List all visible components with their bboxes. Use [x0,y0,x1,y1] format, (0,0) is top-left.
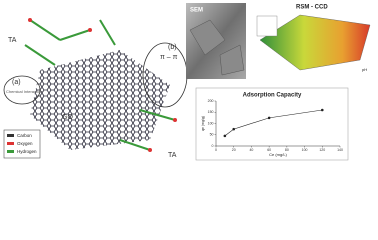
graphical-abstract: TA (a) Chemical Interaction (b) π – π GO… [3,3,371,161]
y-tick-label: 200 [208,99,214,103]
chart-panel [195,87,349,161]
y-axis-label: qe (mg/g) [201,116,205,131]
sem-texture [189,19,245,76]
x-tick-label: 100 [302,148,308,152]
label-b: (b) [168,44,177,51]
molecule-illustration [3,18,188,152]
rsm-label: RSM - CCD [296,5,328,11]
legend-swatch [7,134,14,137]
y-tick-label: 150 [208,110,214,114]
sem-label: SEM [190,8,203,14]
x-tick-label: 60 [267,148,271,152]
label-pi: π – π [160,54,178,61]
x-tick-label: 40 [249,148,253,152]
x-axis-label: Ce (mg/L) [269,152,287,157]
ph-label: pH [362,67,367,72]
legend-swatch [7,150,14,153]
y-tick-label: 50 [210,133,214,137]
x-tick-label: 80 [285,148,289,152]
data-point [232,127,236,131]
data-point [267,116,271,120]
legend-label: Hydrogen [17,149,37,154]
legend-label: Oxygen [17,141,33,146]
rsm-inset [256,15,278,37]
y-tick-label: 0 [212,144,214,148]
x-tick-label: 0 [215,148,217,152]
legend-swatch [7,142,14,145]
x-tick-label: 120 [319,148,325,152]
label-ta: TA [168,152,177,159]
label-chemical: Chemical Interaction [6,89,42,94]
x-tick-label: 20 [232,148,236,152]
label-ta: TA [8,37,17,44]
y-tick-label: 100 [208,121,214,125]
label-go: GO [62,114,73,121]
label-a: (a) [12,79,21,86]
x-tick-label: 140 [337,148,343,152]
data-line [224,109,323,137]
rsm-surface [259,14,371,71]
data-point [223,134,227,138]
legend-label: Carbon [17,133,32,138]
chart-title: Adsorption Capacity [243,93,302,99]
data-point [320,108,324,112]
